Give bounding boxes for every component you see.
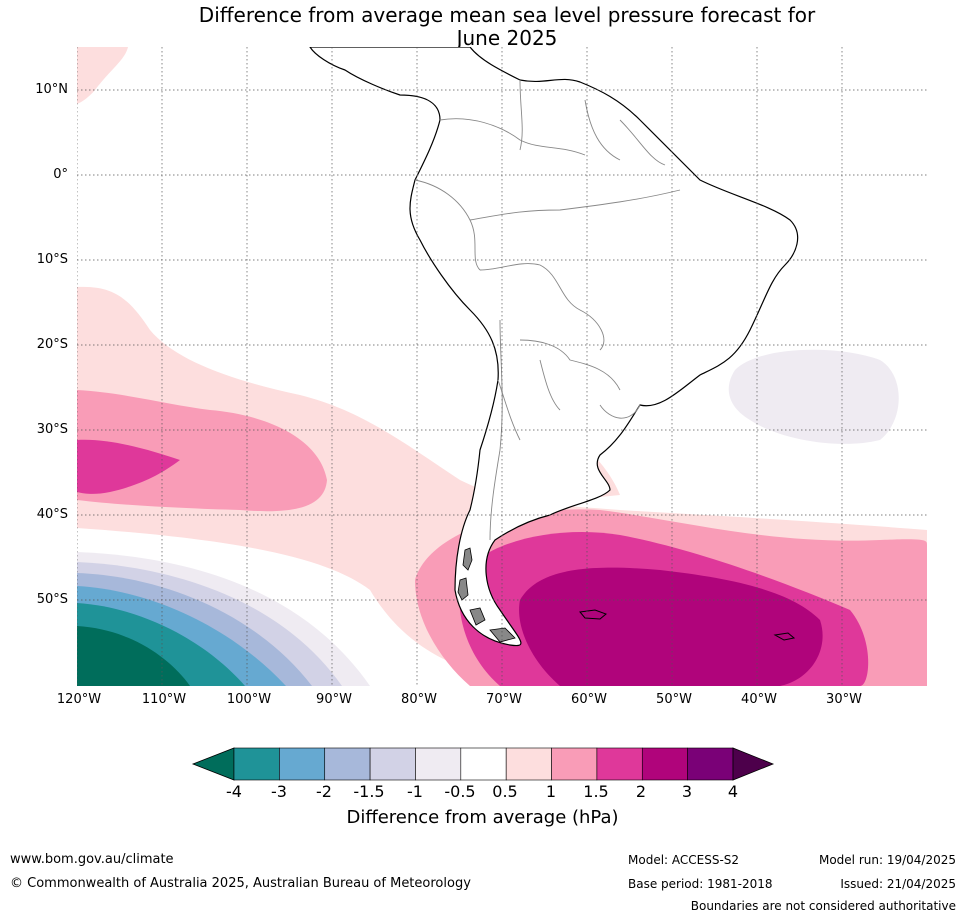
- colorbar-tick: 0.5: [492, 782, 518, 801]
- colorbar-tick: -1: [407, 782, 423, 801]
- colorbar-cell: [641, 747, 688, 781]
- title-line-1: Difference from average mean sea level p…: [198, 3, 816, 27]
- colorbar-cell: [596, 747, 643, 781]
- lat-label-40s: 40°S: [36, 507, 68, 522]
- colorbar-cell: [279, 747, 326, 781]
- lon-label-60w: 60°W: [571, 692, 607, 707]
- colorbar-tick: -4: [226, 782, 242, 801]
- lon-label-90w: 90°W: [316, 692, 352, 707]
- lat-label-10n: 10°N: [35, 82, 68, 97]
- lat-label-20s: 20°S: [36, 337, 68, 352]
- colorbar-cell: [233, 747, 280, 781]
- south-georgia: [773, 632, 796, 641]
- colorbar-tick: -3: [271, 782, 287, 801]
- country-borders: [414, 79, 681, 541]
- lon-label-120w: 120°W: [56, 692, 102, 707]
- footer-base-period: Base period: 1981-2018: [628, 877, 773, 891]
- colorbar-tick: 2: [635, 782, 647, 801]
- lat-label-10s: 10°S: [36, 252, 68, 267]
- colorbar-under-arrow: [191, 747, 235, 781]
- colorbar-cells: [233, 747, 734, 781]
- colorbar-cell: [505, 747, 552, 781]
- footer-model: Model: ACCESS-S2: [628, 853, 740, 867]
- colorbar-tick: 3: [681, 782, 693, 801]
- gridlines: [77, 47, 927, 686]
- footer-website: www.bom.gov.au/climate: [10, 852, 174, 867]
- lon-label-110w: 110°W: [141, 692, 187, 707]
- lon-label-70w: 70°W: [486, 692, 522, 707]
- lat-label-50s: 50°S: [36, 592, 68, 607]
- map-plot: [77, 47, 927, 686]
- colorbar-cell: [460, 747, 507, 781]
- colorbar-cell: [369, 747, 416, 781]
- colorbar-over-arrow: [732, 747, 775, 781]
- title-line-2: June 2025: [456, 26, 558, 50]
- lon-label-100w: 100°W: [226, 692, 272, 707]
- colorbar-tick: -2: [316, 782, 332, 801]
- lon-label-80w: 80°W: [401, 692, 437, 707]
- colorbar-cell: [687, 747, 734, 781]
- footer-issued: Issued: 21/04/2025: [840, 877, 956, 891]
- lat-label-30s: 30°S: [36, 422, 68, 437]
- colorbar-tick: -0.5: [444, 782, 476, 801]
- negative-anomaly-atlantic: [728, 349, 899, 444]
- lon-label-40w: 40°W: [741, 692, 777, 707]
- colorbar: [191, 747, 775, 781]
- colorbar-tick: -1.5: [353, 782, 385, 801]
- falkland-islands: [579, 609, 607, 620]
- colorbar-tick: 1.5: [583, 782, 609, 801]
- footer-disclaimer: Boundaries are not considered authoritat…: [690, 899, 956, 913]
- colorbar-tick: 4: [727, 782, 739, 801]
- colorbar-cell: [324, 747, 371, 781]
- map-title: Difference from average mean sea level p…: [0, 4, 965, 50]
- negative-anomaly-southwest: [77, 552, 370, 686]
- colorbar-cell: [415, 747, 462, 781]
- lon-label-50w: 50°W: [656, 692, 692, 707]
- lat-label-0: 0°: [53, 167, 68, 182]
- colorbar-tick: 1: [545, 782, 557, 801]
- chile-fjord-coast: [457, 547, 516, 643]
- footer-model-run: Model run: 19/04/2025: [818, 853, 956, 867]
- colorbar-label: Difference from average (hPa): [346, 807, 619, 828]
- lon-label-30w: 30°W: [826, 692, 862, 707]
- footer-copyright: © Commonwealth of Australia 2025, Austra…: [10, 876, 471, 891]
- colorbar-cell: [551, 747, 598, 781]
